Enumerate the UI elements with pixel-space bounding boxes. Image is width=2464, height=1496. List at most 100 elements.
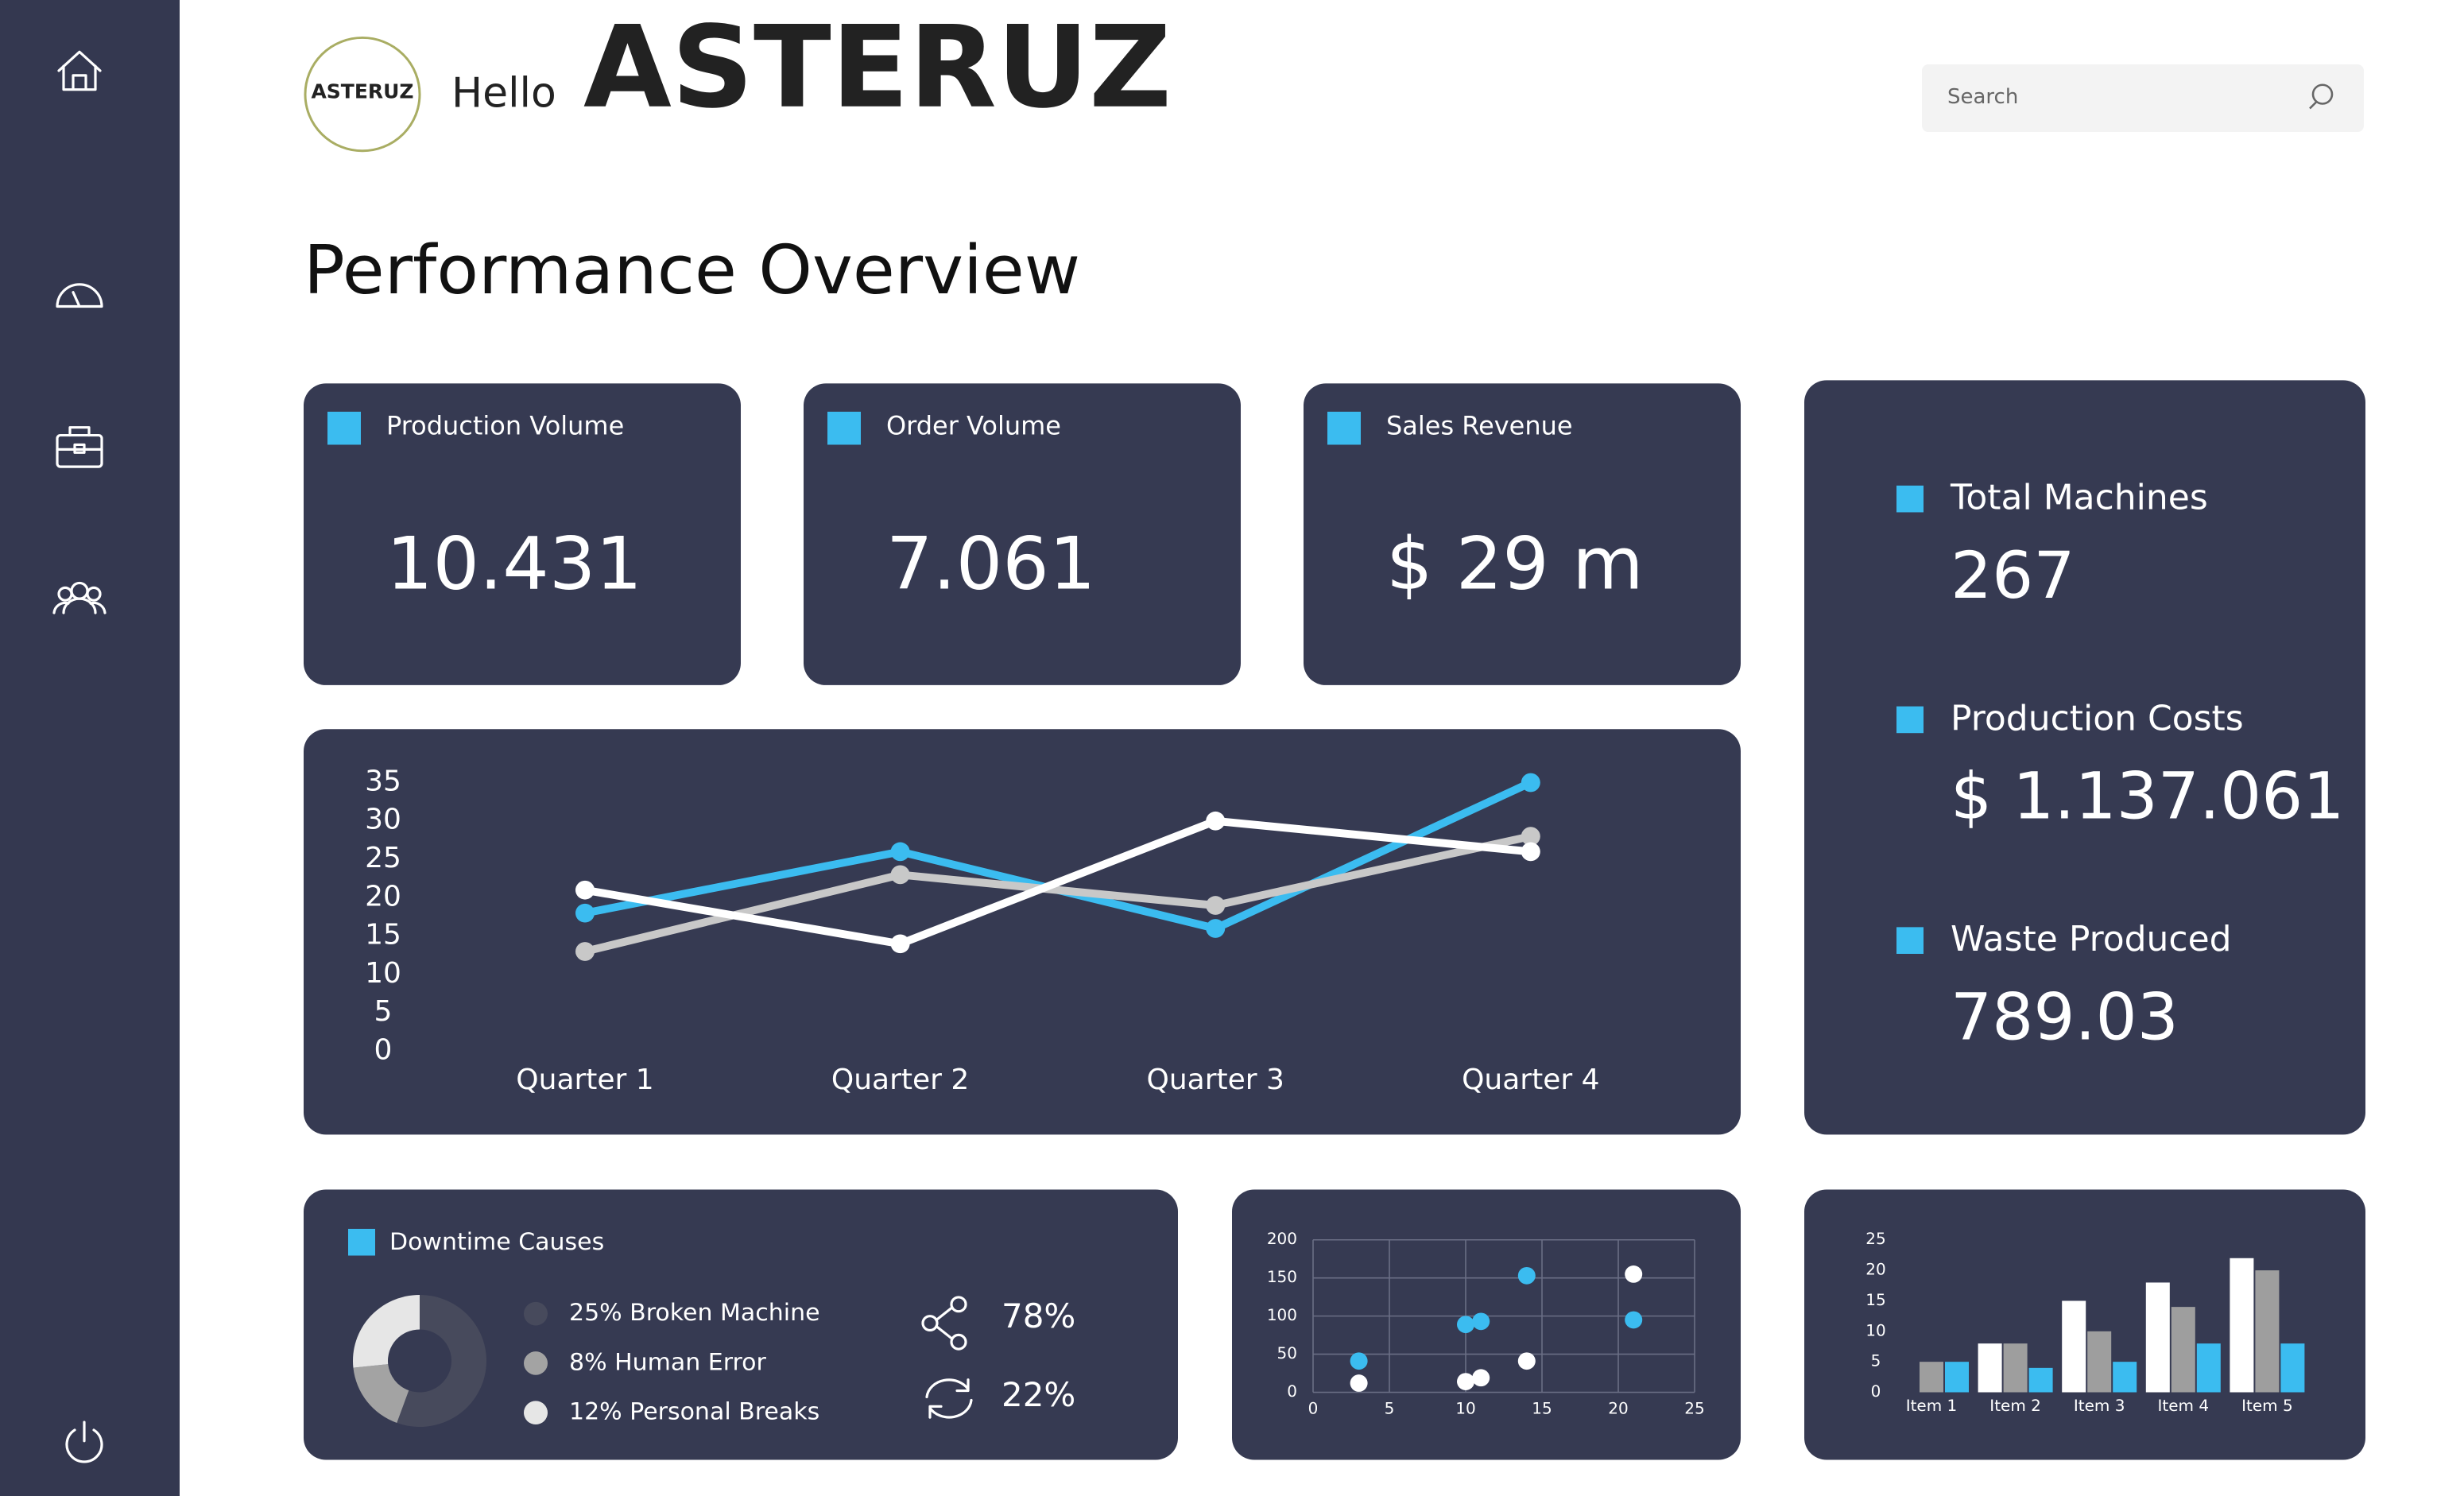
bar [2062,1300,2086,1393]
summary-value: $ 1.137.061 [1951,759,2344,834]
page-title: Performance Overview [304,232,1080,310]
y-tick-label: 35 [365,765,401,798]
x-tick-label: Item 5 [2241,1397,2293,1415]
scatter-point [1625,1311,1643,1329]
title-marker [348,1228,375,1256]
y-tick-label: 50 [1277,1344,1297,1362]
scatter-point [1517,1266,1536,1285]
x-tick-label: Quarter 2 [831,1064,969,1096]
y-tick-label: 15 [1865,1291,1885,1309]
kpi-label: Production Volume [386,411,624,441]
kpi-card [1304,383,1741,685]
x-tick-label: 10 [1455,1400,1475,1418]
donut-segment [353,1364,409,1424]
bar [1920,1362,1943,1393]
scatter-point [1472,1312,1490,1331]
bar [2028,1367,2053,1393]
kpi-marker [1327,411,1361,445]
y-tick-label: 25 [1865,1230,1885,1248]
line-point [1521,827,1540,846]
scatter-point [1350,1374,1368,1392]
y-tick-label: 200 [1267,1230,1297,1248]
legend-dot [524,1351,548,1375]
y-tick-label: 100 [1267,1306,1297,1324]
bar [2145,1282,2170,1393]
line-point [575,942,595,961]
scatter-point [1350,1352,1368,1370]
home-icon[interactable] [57,50,102,91]
bar [2280,1343,2305,1393]
chart-title: Downtime Causes [389,1228,604,1256]
bar [2196,1343,2221,1393]
kpi-label: Sales Revenue [1386,411,1573,441]
y-tick-label: 0 [374,1034,393,1067]
x-tick-label: Quarter 1 [516,1064,653,1096]
summary-value: 789.03 [1951,980,2179,1055]
legend-dot [524,1301,548,1326]
kpi-value: 7.061 [886,521,1095,606]
logo-circle [304,36,421,153]
line-point [575,903,595,923]
scatter-point [1457,1373,1474,1390]
y-tick-label: 150 [1267,1268,1297,1286]
users-icon[interactable] [52,581,107,614]
scatter-point [1625,1265,1643,1283]
x-tick-label: 25 [1684,1400,1704,1418]
y-tick-label: 5 [374,995,393,1028]
x-tick-label: 15 [1532,1400,1552,1418]
bar [1945,1362,1969,1393]
x-tick-label: 5 [1385,1400,1395,1418]
y-tick-label: 10 [1865,1321,1885,1339]
summary-label: Total Machines [1950,478,2208,518]
briefcase-icon[interactable] [56,426,103,468]
bar [2003,1343,2028,1393]
scatter-point [1457,1316,1474,1334]
line-point [575,880,595,900]
y-tick-label: 5 [1871,1352,1881,1370]
legend-dot [524,1401,548,1425]
line-point [1206,811,1226,831]
brand: ASTERUZ [583,2,1172,134]
power-icon[interactable] [65,1420,103,1463]
x-tick-label: Item 2 [1989,1397,2041,1415]
summary-label: Production Costs [1951,699,2244,739]
summary-value: 267 [1951,538,2075,613]
bar [2113,1362,2137,1393]
x-tick-label: 0 [1308,1400,1319,1418]
summary-card [1804,380,2365,1135]
summary-marker [1896,706,1924,734]
search-box[interactable] [1922,64,2364,133]
kpi-value: 10.431 [386,521,642,606]
line-point [1521,842,1540,862]
downtime-stat: 78% [1001,1296,1075,1335]
y-tick-label: 0 [1287,1382,1297,1401]
x-tick-label: Quarter 3 [1147,1064,1284,1096]
greeting: Hello [451,70,556,118]
bar [1978,1343,2002,1393]
logo-text: ASTERUZ [311,80,413,103]
bar [2255,1270,2280,1393]
y-tick-label: 20 [365,880,401,913]
kpi-card [304,383,741,685]
search-icon[interactable] [2309,83,2334,110]
line-chart-card [304,729,1741,1135]
dashboard-icon[interactable] [56,283,103,308]
x-tick-label: Item 4 [2158,1397,2210,1415]
line-point [890,865,910,885]
kpi-marker [327,411,361,445]
line-point [1521,773,1540,793]
summary-label: Waste Produced [1951,919,2232,959]
sidebar [0,0,180,1496]
search-placeholder: Search [1947,85,2018,109]
bar [2087,1331,2112,1393]
line-point [890,934,910,954]
downtime-card [304,1189,1178,1460]
bar [2171,1307,2195,1393]
y-tick-label: 15 [365,919,401,951]
bar [2230,1258,2254,1393]
donut-segment [397,1294,486,1428]
y-tick-label: 30 [365,804,401,836]
line-point [1206,919,1226,938]
x-tick-label: Item 1 [1906,1397,1958,1415]
